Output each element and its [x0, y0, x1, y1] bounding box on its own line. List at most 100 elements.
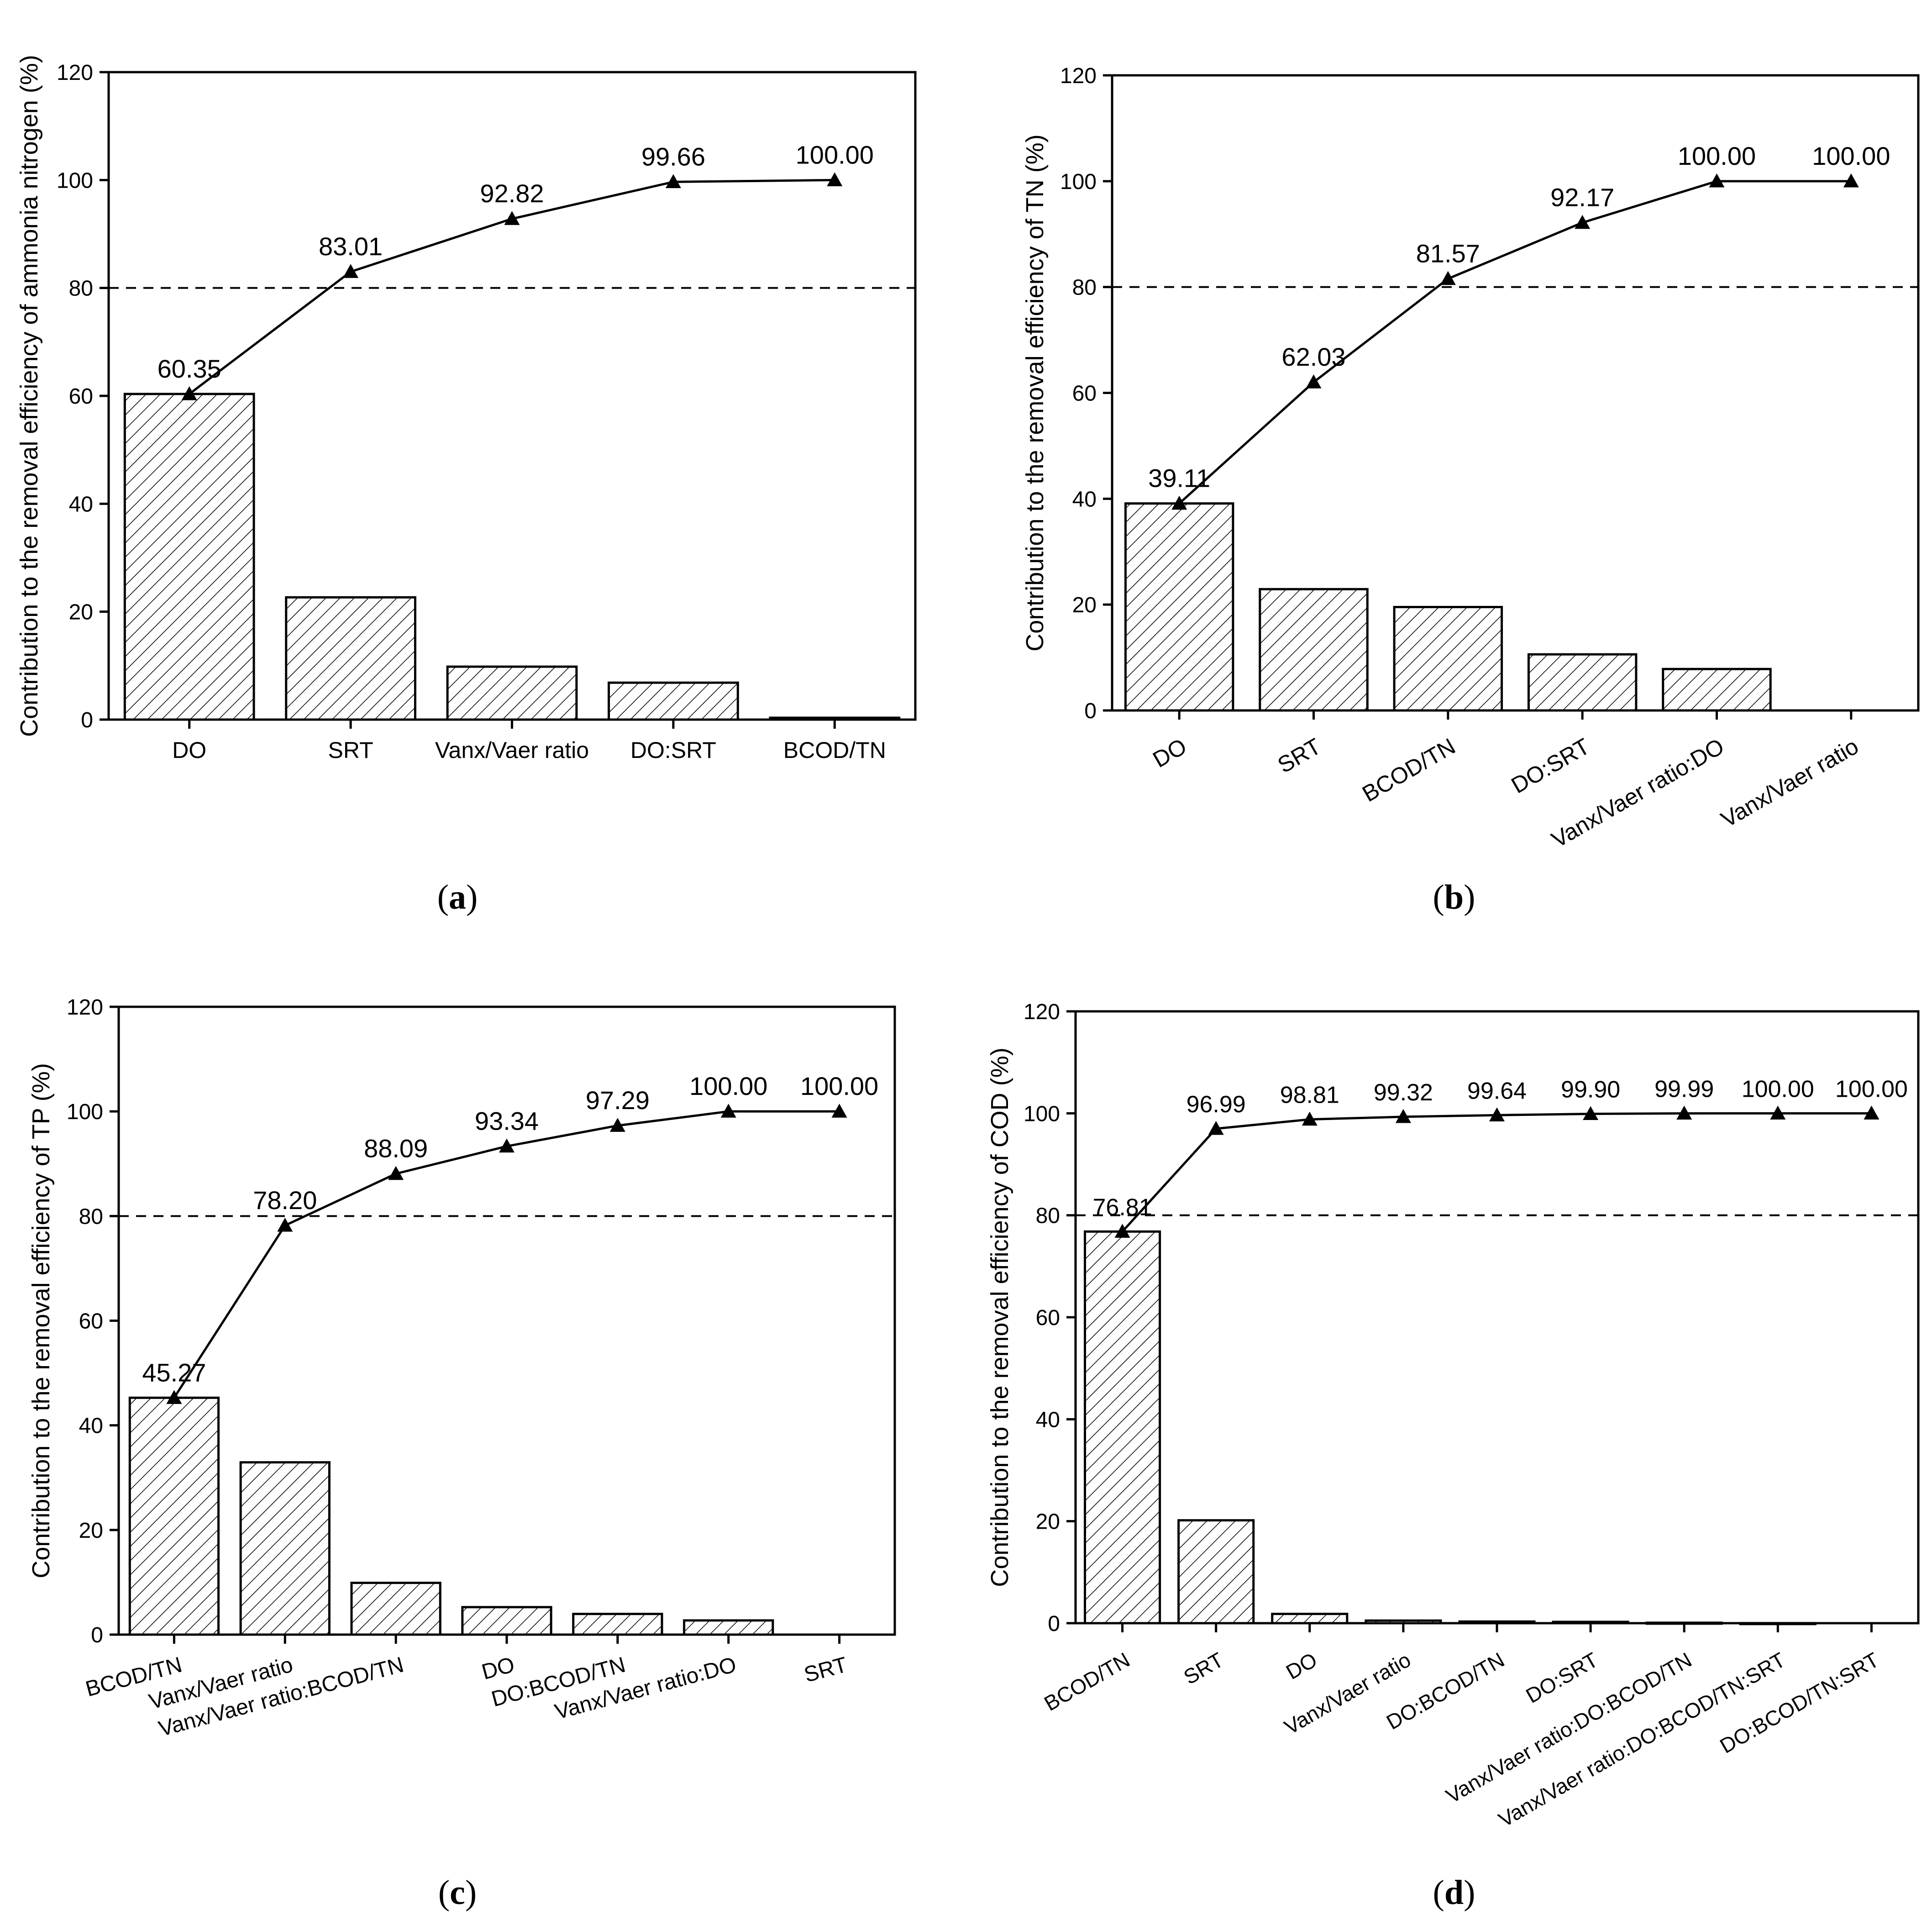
- cumulative-label-2: 96.99: [1186, 1091, 1246, 1118]
- cumulative-marker-4: [665, 174, 681, 188]
- panel-label: (b): [1433, 878, 1475, 916]
- cumulative-marker-9: [1864, 1105, 1880, 1120]
- cumulative-label-2: 83.01: [319, 232, 383, 261]
- cumulative-label-4: 99.66: [641, 142, 705, 171]
- cumulative-marker-5: [1709, 173, 1725, 188]
- cumulative-marker-3: [1440, 271, 1456, 285]
- cumulative-marker-1: [1114, 1224, 1130, 1238]
- y-tick-label-40: 40: [69, 492, 93, 516]
- y-tick-label-60: 60: [69, 384, 93, 409]
- y-tick-label-80: 80: [1036, 1204, 1060, 1228]
- y-tick-label-80: 80: [79, 1204, 103, 1229]
- cumulative-line: [1178, 180, 1851, 505]
- cumulative-label-1: 45.27: [142, 1358, 206, 1387]
- y-tick-label-120: 120: [67, 995, 103, 1020]
- cumulative-label-3: 98.81: [1280, 1082, 1339, 1109]
- x-tick-label-1: BCOD/TN: [1040, 1648, 1134, 1716]
- x-tick-label-7: SRT: [802, 1652, 850, 1687]
- cumulative-label-3: 92.82: [480, 179, 544, 208]
- cumulative-label-5: 97.29: [586, 1086, 650, 1115]
- bar-2: [285, 596, 416, 721]
- bar-4: [461, 1606, 552, 1636]
- cumulative-label-9: 100.00: [1835, 1076, 1908, 1102]
- cumulative-label-4: 99.32: [1374, 1079, 1433, 1106]
- y-axis-label: Contribution to the removal efficiency o…: [1021, 134, 1049, 652]
- cumulative-marker-2: [1306, 374, 1322, 389]
- chart-panel-b: 39.11 62.03 81.57 92.17 100.00 100.00 0 20 40 60 8…: [1021, 64, 1920, 916]
- y-tick-label-100: 100: [57, 168, 93, 193]
- y-tick-label-60: 60: [1036, 1306, 1060, 1330]
- bar-1: [128, 1396, 220, 1636]
- x-tick-label-2: SRT: [1180, 1648, 1228, 1689]
- y-tick-label-20: 20: [69, 600, 93, 625]
- y-tick-label-0: 0: [1084, 699, 1097, 723]
- y-tick-label-100: 100: [1060, 170, 1097, 194]
- cumulative-marker-4: [1395, 1109, 1411, 1123]
- y-tick-label-0: 0: [91, 1623, 103, 1647]
- x-tick-label-3: DO: [1282, 1648, 1321, 1684]
- x-tick-label-1: DO: [172, 737, 206, 763]
- bar-1: [1084, 1230, 1161, 1625]
- x-tick-label-4: DO:SRT: [630, 737, 716, 763]
- x-tick-label-2: SRT: [1273, 733, 1325, 778]
- bar-3: [1393, 605, 1503, 712]
- bar-3: [350, 1582, 441, 1636]
- cumulative-marker-7: [1676, 1105, 1692, 1120]
- cumulative-label-7: 99.99: [1654, 1076, 1714, 1102]
- bar-1: [1124, 502, 1234, 712]
- y-tick-label-80: 80: [1072, 276, 1097, 300]
- cumulative-label-4: 92.17: [1550, 183, 1614, 212]
- cumulative-line: [1121, 1112, 1872, 1232]
- cumulative-marker-7: [831, 1104, 847, 1118]
- cumulative-label-3: 81.57: [1416, 239, 1480, 268]
- bar-4: [1527, 653, 1638, 712]
- cumulative-label-8: 100.00: [1742, 1076, 1814, 1102]
- bar-6: [683, 1619, 774, 1636]
- cumulative-label-5: 100.00: [1678, 142, 1756, 170]
- cumulative-marker-1: [181, 386, 197, 400]
- y-tick-label-100: 100: [67, 1100, 103, 1124]
- x-tick-label-3: BCOD/TN: [1358, 733, 1460, 807]
- cumulative-label-6: 100.00: [1812, 142, 1890, 170]
- cumulative-marker-6: [1843, 173, 1859, 188]
- x-tick-label-4: DO: [479, 1652, 517, 1684]
- cumulative-marker-1: [1171, 495, 1187, 510]
- bar-3: [446, 665, 578, 721]
- cumulative-marker-3: [1302, 1111, 1318, 1126]
- cumulative-label-6: 100.00: [689, 1072, 767, 1100]
- x-tick-label-6: Vanx/Vaer ratio: [1717, 733, 1863, 832]
- y-tick-label-80: 80: [69, 277, 93, 301]
- cumulative-marker-4: [499, 1138, 514, 1153]
- cumulative-label-4: 93.34: [475, 1106, 539, 1135]
- y-axis-label: Contribution to the removal efficiency o…: [16, 55, 43, 737]
- panel-label: (d): [1433, 1873, 1475, 1912]
- cumulative-marker-2: [1208, 1120, 1224, 1135]
- chart-panel-d: 76.81 96.99 98.81 99.32 99.64 99.90 99.99 100.0…: [986, 1000, 1920, 1912]
- plot-frame: [117, 1005, 896, 1636]
- cumulative-marker-3: [388, 1166, 404, 1180]
- panel-label: (a): [437, 878, 478, 916]
- x-tick-label-1: DO: [1149, 733, 1191, 773]
- panel-label: (c): [438, 1873, 477, 1912]
- y-axis-label: Contribution to the removal efficiency o…: [27, 1063, 55, 1578]
- y-tick-label-40: 40: [1072, 487, 1097, 511]
- cumulative-label-3: 88.09: [364, 1134, 428, 1163]
- y-tick-label-120: 120: [1060, 64, 1097, 88]
- chart-panel-a: 60.35 83.01 92.82 99.66 100.00 0 20 40 60 80 100 12…: [16, 55, 917, 916]
- chart-panel-c: 45.27 78.20 88.09 93.34 97.29 100.00 100.00 0 20…: [27, 995, 896, 1912]
- cumulative-line: [173, 1110, 840, 1399]
- y-tick-label-120: 120: [1024, 1000, 1060, 1024]
- cumulative-marker-6: [720, 1104, 736, 1118]
- x-tick-label-4: DO:SRT: [1507, 733, 1594, 798]
- y-tick-label-120: 120: [57, 61, 93, 85]
- x-tick-label-3: Vanx/Vaer ratio: [435, 737, 589, 763]
- x-tick-label-5: BCOD/TN: [783, 737, 886, 763]
- bar-2: [1177, 1519, 1255, 1625]
- y-tick-label-40: 40: [1036, 1408, 1060, 1432]
- x-tick-label-2: SRT: [328, 737, 373, 763]
- y-tick-label-20: 20: [79, 1519, 103, 1543]
- bar-4: [608, 681, 739, 721]
- cumulative-marker-4: [1575, 215, 1591, 229]
- cumulative-marker-2: [343, 264, 359, 278]
